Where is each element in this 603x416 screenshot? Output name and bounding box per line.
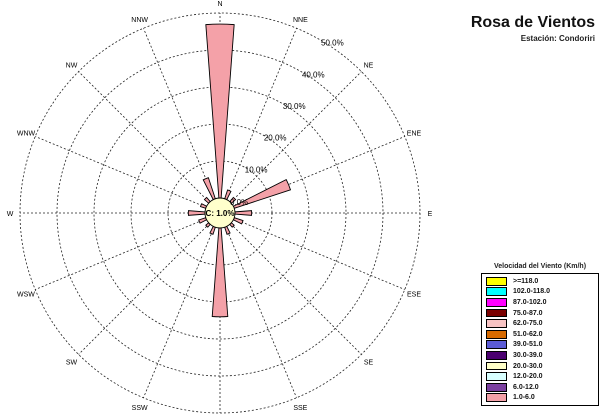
- ring-label-3: 30.0%: [283, 102, 306, 111]
- direction-label-nne: NNE: [293, 17, 308, 24]
- legend-swatch: [486, 287, 507, 297]
- grid-spoke-sw: [78, 223, 210, 355]
- direction-label-ssw: SSW: [132, 405, 148, 412]
- legend: Velocidad del Viento (Km/h) >=118.0 102.0…: [481, 263, 599, 407]
- petal-s: [211, 227, 229, 318]
- direction-label-n: N: [217, 1, 222, 8]
- calm-circle: [204, 197, 236, 229]
- direction-label-wnw: WNW: [17, 131, 36, 138]
- petal-n: [205, 23, 235, 199]
- legend-item: 62.0-75.0: [486, 318, 595, 329]
- legend-label: 75.0-87.0: [513, 309, 543, 317]
- ring-labels: 0.0% 10.0% 20.0% 30.0% 40.0% 50.0%: [230, 39, 344, 207]
- direction-label-sw: SW: [66, 359, 78, 366]
- legend-title: Velocidad del Viento (Km/h): [493, 263, 587, 270]
- petal-wsw: [198, 217, 208, 224]
- legend-label: 51.0-62.0: [513, 330, 543, 338]
- legend-item: 30.0-39.0: [486, 350, 595, 361]
- grid-spoke-ene: [233, 136, 405, 208]
- grid-spoke-wsw: [35, 218, 207, 290]
- petal-sse: [224, 225, 231, 235]
- direction-label-ne: NE: [364, 63, 374, 70]
- petal-w: [187, 210, 206, 216]
- grid-spoke-nne: [225, 28, 297, 200]
- petal-e: [234, 210, 253, 216]
- petal-nnw: [202, 177, 216, 201]
- direction-label-nw: NW: [66, 63, 78, 70]
- petals: [187, 23, 292, 318]
- legend-label: 12.0-20.0: [513, 373, 543, 381]
- legend-item: 1.0-6.0: [486, 393, 595, 404]
- legend-item: 87.0-102.0: [486, 297, 595, 308]
- grid-spoke-nw: [78, 71, 210, 203]
- title-block: Rosa de Vientos Estación: Condoriri: [471, 14, 595, 43]
- direction-labels: NNNENEENEEESESESSESSSWSWWSWWWNWNWNNW: [7, 1, 433, 412]
- legend-label: 62.0-75.0: [513, 320, 543, 328]
- legend-item: 102.0-118.0: [486, 287, 595, 298]
- legend-label: >=118.0: [513, 277, 539, 285]
- petal-ese: [232, 217, 244, 225]
- legend-swatch: [486, 382, 507, 392]
- grid-spoke-se: [230, 223, 362, 355]
- ring-label-5: 50.0%: [321, 39, 344, 48]
- legend-swatch: [486, 319, 507, 329]
- legend-label: 20.0-30.0: [513, 362, 543, 370]
- direction-label-sse: SSE: [293, 405, 307, 412]
- direction-label-ese: ESE: [407, 291, 421, 298]
- legend-swatch: [486, 351, 507, 360]
- legend-swatch: [486, 372, 507, 382]
- grid-spoke-wnw: [35, 136, 207, 208]
- legend-swatch: [486, 298, 507, 307]
- chart-subtitle: Estación: Condoriri: [520, 34, 595, 43]
- ring-label-1: 10.0%: [245, 165, 268, 174]
- grid-spoke-ese: [233, 218, 405, 290]
- legend-item: 12.0-20.0: [486, 371, 595, 382]
- ring-label-2: 20.0%: [264, 134, 287, 143]
- grid-spoke-ne: [230, 71, 362, 203]
- legend-label: 1.0-6.0: [513, 394, 535, 402]
- direction-label-se: SE: [364, 359, 374, 366]
- grid-spoke-ssw: [143, 226, 215, 398]
- grid-spoke-sse: [225, 226, 297, 398]
- legend-box: >=118.0 102.0-118.0 87.0-102.0 75.0-87.0 62.…: [481, 273, 599, 407]
- direction-label-w: W: [7, 211, 14, 218]
- legend-label: 87.0-102.0: [513, 298, 547, 306]
- legend-swatch: [486, 340, 507, 350]
- legend-item: 51.0-62.0: [486, 329, 595, 340]
- legend-swatch: [486, 361, 507, 371]
- chart-title: Rosa de Vientos: [470, 14, 595, 31]
- legend-label: 30.0-39.0: [513, 351, 543, 359]
- legend-item: 6.0-12.0: [486, 382, 595, 393]
- direction-label-e: E: [428, 211, 433, 218]
- direction-label-ene: ENE: [407, 131, 422, 138]
- grid-spokes: [20, 13, 420, 413]
- legend-swatch: [486, 329, 507, 339]
- legend-item: 39.0-51.0: [486, 340, 595, 351]
- legend-label: 102.0-118.0: [513, 288, 550, 296]
- legend-item: 75.0-87.0: [486, 308, 595, 319]
- legend-swatch: [486, 308, 507, 318]
- legend-item: >=118.0: [486, 276, 595, 287]
- ring-label-0: 0.0%: [230, 198, 248, 207]
- legend-label: 6.0-12.0: [513, 383, 539, 391]
- legend-item: 20.0-30.0: [486, 361, 595, 372]
- petal-ssw: [209, 225, 216, 235]
- legend-swatch: [486, 393, 507, 403]
- legend-swatch: [486, 276, 507, 286]
- direction-label-wsw: WSW: [17, 291, 35, 298]
- legend-label: 39.0-51.0: [513, 341, 543, 349]
- grid-spoke-nnw: [143, 28, 215, 200]
- direction-label-nnw: NNW: [131, 17, 148, 24]
- ring-label-4: 40.0%: [302, 70, 325, 79]
- calm-label: C: 1.0%: [206, 209, 235, 218]
- calm-circle-group: C: 1.0%: [204, 197, 236, 229]
